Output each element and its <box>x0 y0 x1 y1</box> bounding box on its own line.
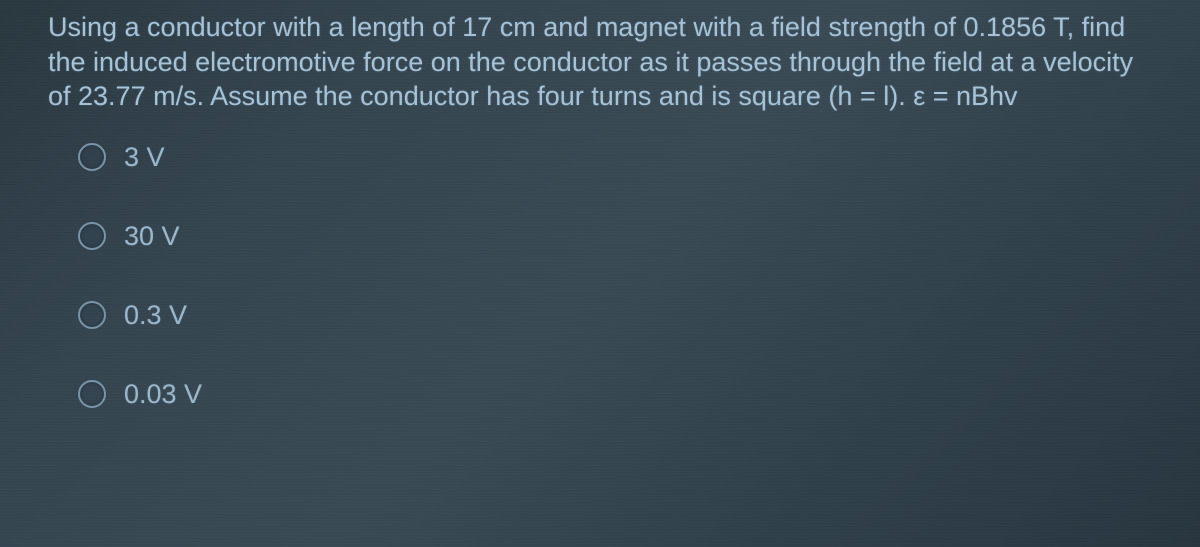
radio-icon[interactable] <box>78 301 106 329</box>
option-label: 0.03 V <box>124 379 202 410</box>
option-0[interactable]: 3 V <box>78 142 1200 173</box>
option-label: 0.3 V <box>124 300 187 331</box>
question-text: Using a conductor with a length of 17 cm… <box>0 0 1200 114</box>
option-1[interactable]: 30 V <box>78 221 1200 252</box>
radio-icon[interactable] <box>78 380 106 408</box>
option-label: 3 V <box>124 142 165 173</box>
options-list: 3 V 30 V 0.3 V 0.03 V <box>0 114 1200 410</box>
radio-icon[interactable] <box>78 222 106 250</box>
option-2[interactable]: 0.3 V <box>78 300 1200 331</box>
option-3[interactable]: 0.03 V <box>78 379 1200 410</box>
radio-icon[interactable] <box>78 143 106 171</box>
option-label: 30 V <box>124 221 180 252</box>
